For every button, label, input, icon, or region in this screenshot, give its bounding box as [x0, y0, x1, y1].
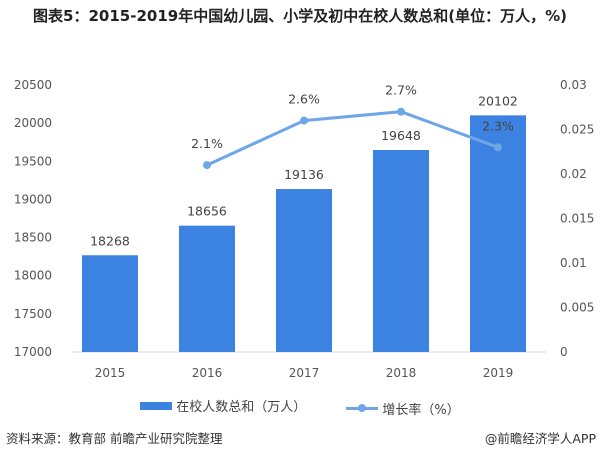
legend-line-swatch — [346, 403, 379, 412]
growth-data-label: 2.6% — [288, 92, 320, 107]
bar-data-label: 18656 — [187, 204, 227, 219]
bar-data-label: 19136 — [284, 167, 324, 182]
x-axis-tick: 2016 — [192, 366, 223, 380]
bar-data-label: 18268 — [90, 233, 130, 248]
legend-label-bar: 在校人数总和（万人） — [176, 400, 307, 415]
bar — [82, 255, 138, 352]
bar-data-label: 19648 — [381, 128, 421, 143]
right-axis-tick: 0.025 — [560, 123, 594, 137]
left-axis-tick: 17500 — [14, 307, 52, 321]
legend-bar-swatch — [140, 401, 173, 410]
left-axis-tick: 18000 — [14, 269, 52, 283]
x-axis-tick: 2015 — [95, 366, 126, 380]
left-axis-tick: 18500 — [14, 231, 52, 245]
right-axis-tick: 0.02 — [560, 167, 587, 181]
x-axis-tick: 2019 — [483, 366, 514, 380]
left-axis-tick: 19000 — [14, 192, 52, 206]
bar — [470, 115, 526, 352]
bar — [276, 189, 332, 352]
x-axis-tick: 2018 — [386, 366, 417, 380]
growth-data-label: 2.7% — [385, 83, 417, 98]
growth-point — [300, 116, 308, 125]
right-axis-tick: 0.015 — [560, 212, 594, 226]
legend-item-bar: 在校人数总和（万人） — [140, 396, 306, 415]
left-axis-tick: 20000 — [14, 116, 52, 130]
right-axis-tick: 0.005 — [560, 301, 594, 315]
growth-point — [203, 161, 211, 170]
chart-title: 图表5：2015-2019年中国幼儿园、小学及初中在校人数总和(单位：万人，%) — [33, 7, 567, 25]
legend-label-line: 增长率（%） — [382, 402, 460, 418]
growth-point — [494, 143, 502, 152]
bar-data-label: 20102 — [478, 93, 518, 108]
right-axis-tick: 0.03 — [560, 78, 587, 92]
growth-data-label: 2.3% — [482, 118, 514, 133]
brand-credit: @前瞻经济学人APP — [484, 431, 596, 446]
legend: 在校人数总和（万人） 增长率（%） — [0, 396, 600, 418]
right-axis-tick: 0 — [560, 345, 568, 359]
bar — [373, 149, 429, 352]
bar — [179, 225, 235, 352]
right-axis-tick: 0.01 — [560, 256, 587, 270]
growth-data-label: 2.1% — [191, 136, 223, 151]
source-note: 资料来源：教育部 前瞻产业研究院整理 — [6, 431, 223, 446]
x-axis-tick: 2017 — [289, 366, 320, 380]
growth-point — [397, 107, 405, 116]
left-axis-tick: 20500 — [14, 78, 52, 92]
growth-line — [206, 110, 499, 167]
left-axis-tick: 17000 — [14, 345, 52, 359]
left-axis-tick: 19500 — [14, 154, 52, 168]
legend-item-line: 增长率（%） — [346, 399, 460, 418]
